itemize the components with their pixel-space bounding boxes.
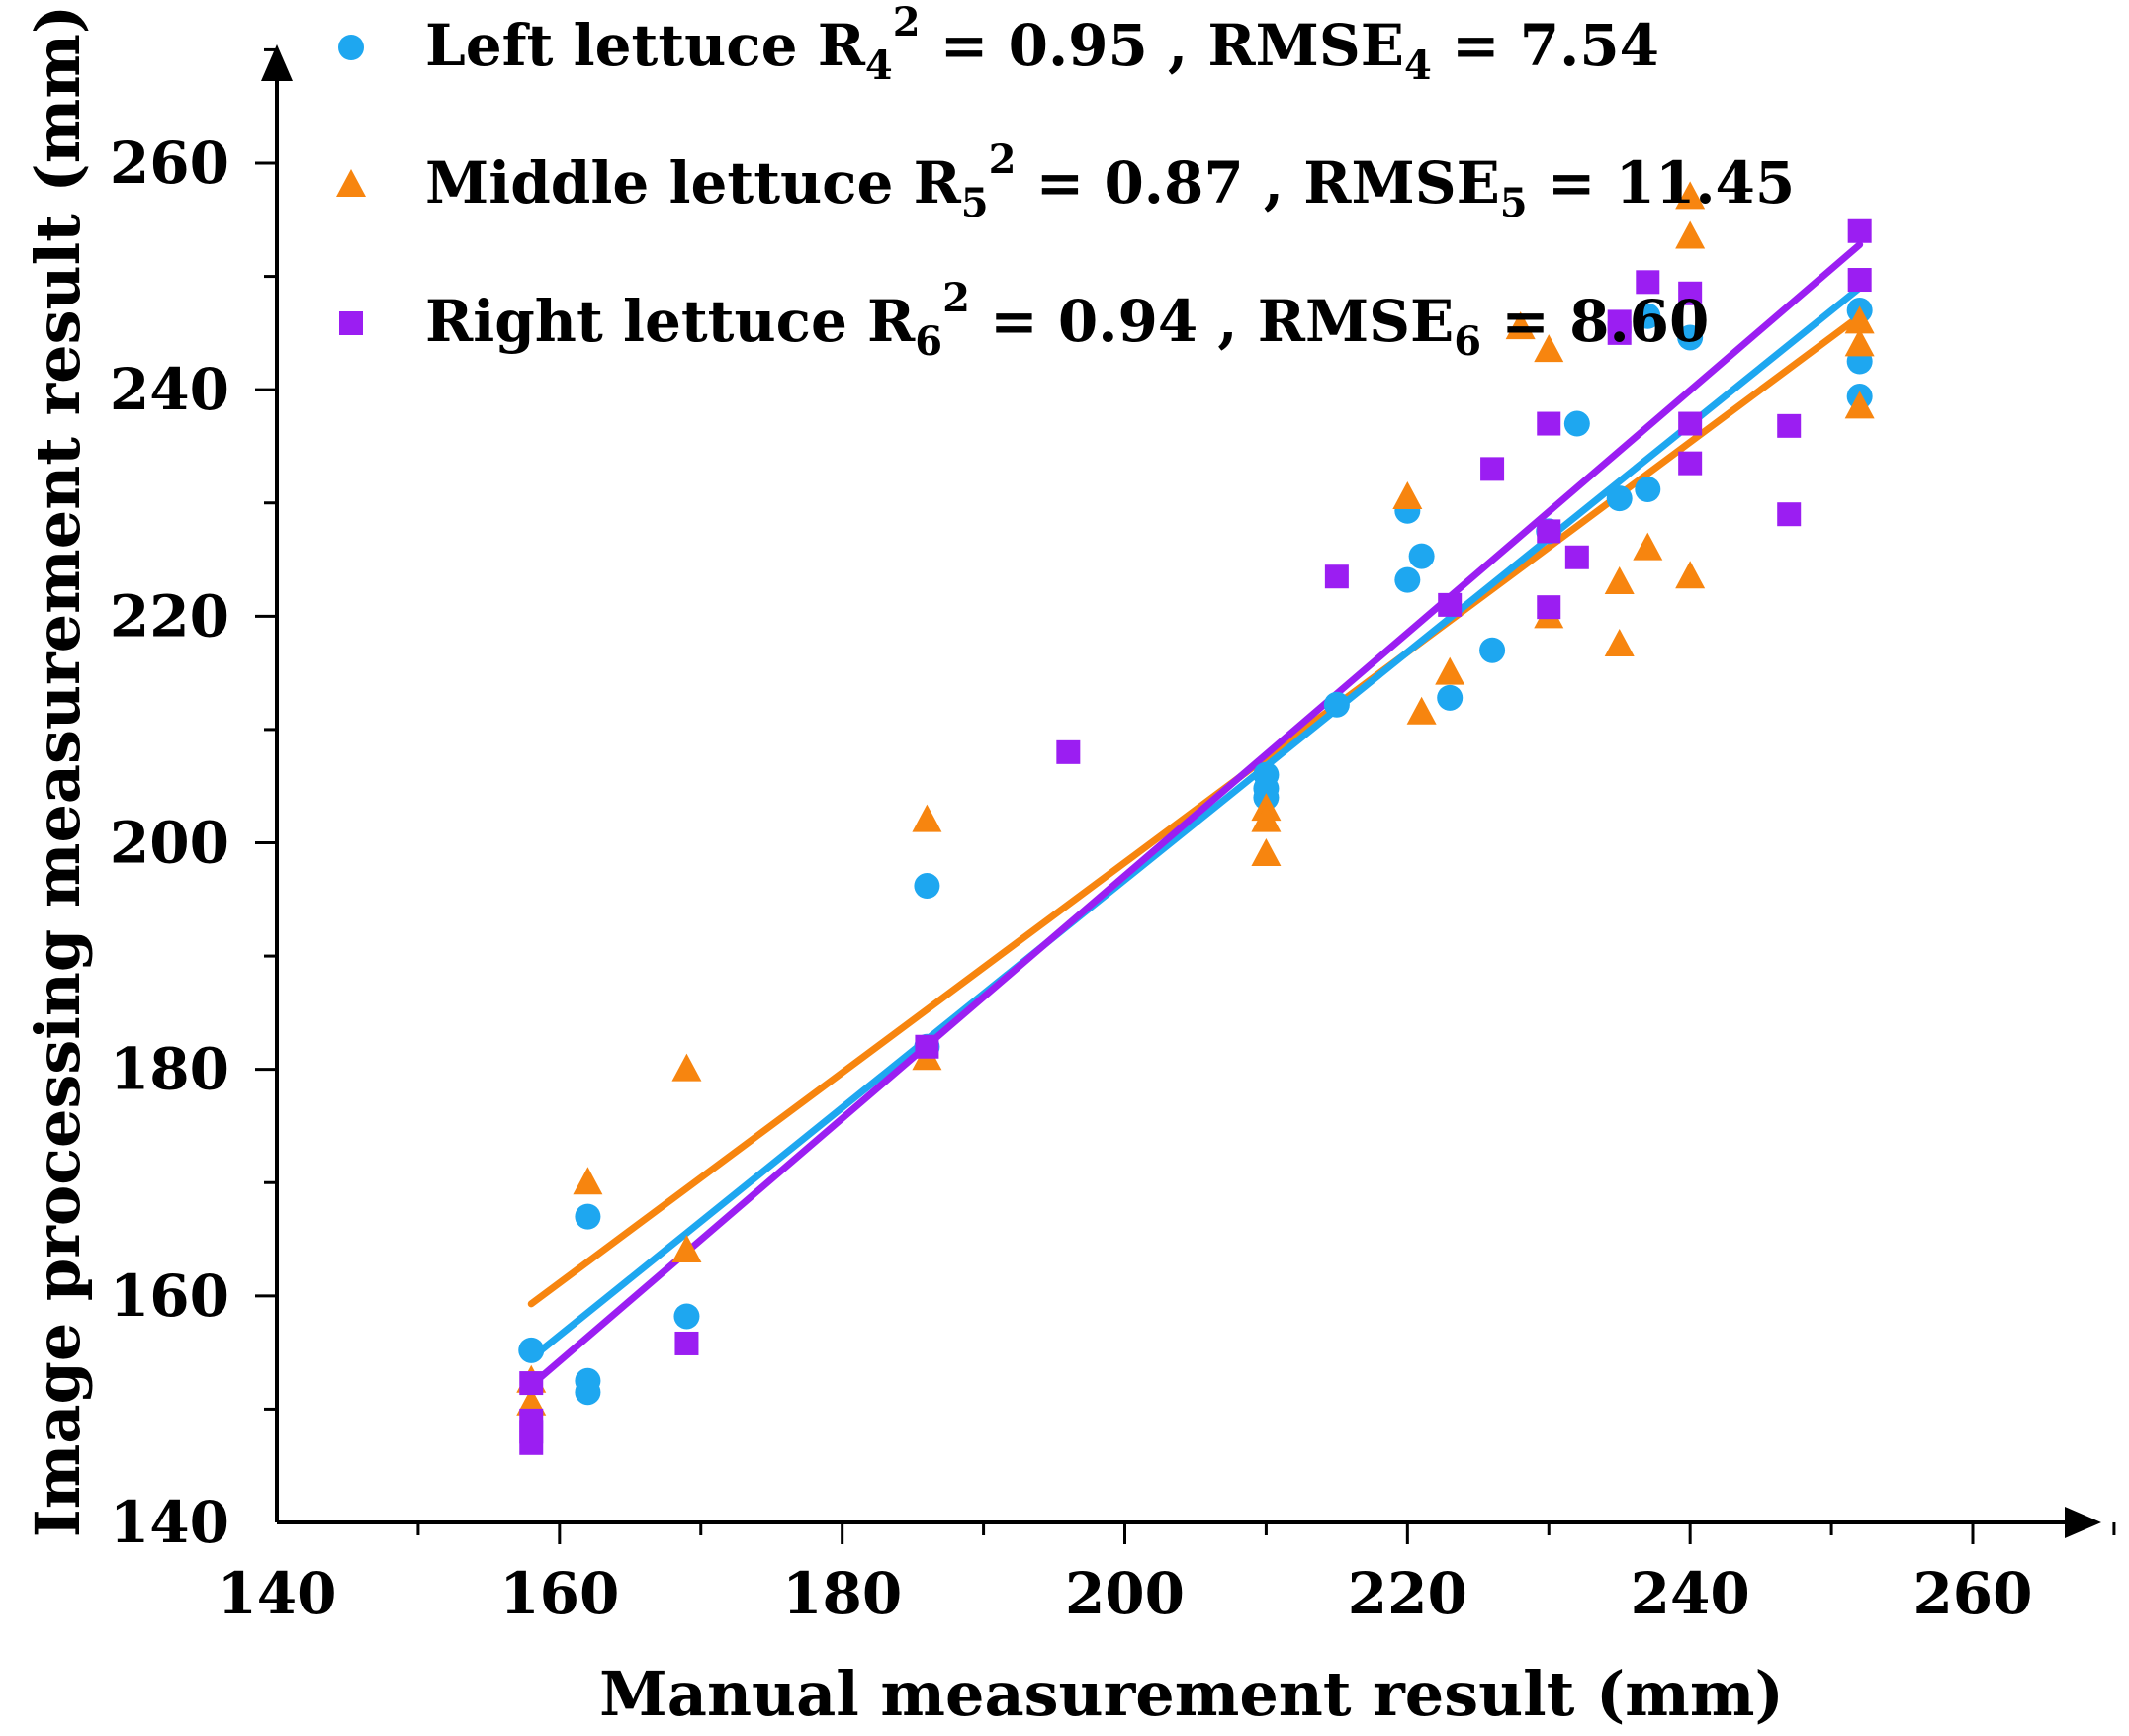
legend-marker-middle-lettuce — [336, 169, 366, 197]
left-lettuce-point — [1479, 637, 1506, 663]
y-axis-title: Image processing measurement result (mm) — [22, 5, 94, 1538]
left-lettuce-point — [1437, 684, 1464, 711]
right-lettuce-point — [1537, 595, 1561, 620]
y-tick-label: 160 — [110, 1262, 229, 1330]
middle-lettuce-point — [1534, 334, 1564, 363]
legend-marker-left-lettuce — [338, 35, 364, 60]
middle-lettuce-point — [912, 804, 942, 832]
legend-label-left-lettuce: Left lettuce R42 = 0.95 , RMSE4 = 7.54 — [425, 0, 1659, 89]
left-lettuce-point — [1394, 566, 1421, 593]
left-lettuce-point — [1635, 303, 1661, 329]
data-points — [516, 181, 1875, 1455]
right-lettuce-point — [1847, 218, 1872, 243]
left-lettuce-point — [1408, 543, 1435, 569]
middle-lettuce-point — [1604, 628, 1635, 656]
x-tick-label: 160 — [499, 1560, 619, 1627]
y-tick-label: 180 — [110, 1036, 229, 1103]
middle-lettuce-point — [1675, 561, 1706, 589]
left-lettuce-point — [518, 1337, 545, 1363]
left-lettuce-point — [673, 1303, 700, 1330]
fit-line-right-lettuce — [527, 241, 1864, 1389]
right-lettuce-point — [1324, 564, 1349, 589]
x-axis-arrow — [2065, 1507, 2101, 1538]
middle-lettuce-point — [516, 1387, 547, 1416]
y-tick-label: 240 — [110, 356, 229, 423]
middle-lettuce-point — [1844, 391, 1875, 419]
fit-line-middle-lettuce — [527, 312, 1864, 1308]
right-lettuce-point — [915, 1034, 939, 1059]
middle-lettuce-point — [1251, 804, 1282, 832]
left-lettuce-point — [575, 1203, 601, 1230]
x-tick-label: 260 — [1912, 1560, 2032, 1627]
middle-lettuce-point — [1844, 328, 1875, 357]
middle-lettuce-point — [573, 1167, 603, 1195]
right-lettuce-point — [1056, 739, 1081, 764]
y-tick-label: 140 — [110, 1489, 229, 1556]
middle-lettuce-point — [1675, 220, 1706, 249]
y-axis-arrow — [261, 44, 293, 81]
left-lettuce-point — [575, 1379, 601, 1406]
right-lettuce-point — [1636, 270, 1660, 295]
middle-lettuce-point — [1675, 181, 1706, 210]
axes: 140 160 180 200 220 240 260 140 160 180 200 220 240 2… — [110, 44, 2116, 1627]
middle-lettuce-point — [1435, 656, 1465, 685]
middle-lettuce-point — [1633, 532, 1663, 561]
right-lettuce-point — [1537, 411, 1561, 436]
legend-label-middle-lettuce: Middle lettuce R52 = 0.87 , RMSE5 = 11.4… — [425, 136, 1795, 226]
middle-lettuce-point — [1844, 305, 1875, 334]
right-lettuce-point — [1438, 592, 1463, 617]
left-lettuce-point — [1606, 485, 1633, 512]
left-lettuce-point — [914, 873, 940, 900]
right-lettuce-point — [1480, 457, 1505, 481]
right-lettuce-point — [674, 1331, 699, 1355]
right-lettuce-point — [1847, 268, 1872, 293]
right-lettuce-point — [1564, 545, 1589, 569]
middle-lettuce-point — [1505, 311, 1536, 340]
middle-lettuce-point — [671, 1053, 702, 1082]
x-tick-label: 180 — [782, 1560, 902, 1627]
right-lettuce-point — [519, 1371, 544, 1396]
left-lettuce-point — [1323, 691, 1350, 718]
x-tick-label: 140 — [217, 1560, 336, 1627]
x-tick-label: 200 — [1065, 1560, 1185, 1627]
x-tick-label: 240 — [1631, 1560, 1750, 1627]
x-axis-title: Manual measurement result (mm) — [599, 1658, 1784, 1730]
legend: Left lettuce R42 = 0.95 , RMSE4 = 7.54 Mi… — [336, 0, 1795, 365]
right-lettuce-point — [1678, 411, 1703, 436]
middle-lettuce-point — [1604, 565, 1635, 594]
x-tick-label: 220 — [1348, 1560, 1467, 1627]
left-lettuce-point — [1677, 324, 1704, 351]
right-lettuce-point — [1678, 281, 1703, 305]
right-lettuce-point — [1777, 502, 1802, 527]
middle-lettuce-point — [671, 1235, 702, 1262]
middle-lettuce-point — [1251, 837, 1282, 866]
left-lettuce-point — [1635, 477, 1661, 502]
right-lettuce-point — [519, 1431, 544, 1455]
left-lettuce-point — [1563, 410, 1590, 437]
legend-marker-right-lettuce — [339, 311, 363, 335]
fit-lines — [527, 241, 1864, 1389]
right-lettuce-point — [1777, 413, 1802, 438]
y-tick-label: 260 — [110, 130, 229, 197]
legend-label-right-lettuce: Right lettuce R62 = 0.94 , RMSE6 = 8.60 — [425, 275, 1709, 365]
right-lettuce-point — [1537, 519, 1561, 544]
y-tick-label: 200 — [110, 810, 229, 877]
right-lettuce-point — [1678, 451, 1703, 476]
fit-line-left-lettuce — [527, 284, 1864, 1362]
middle-lettuce-point — [1392, 481, 1423, 510]
y-tick-label: 220 — [110, 582, 229, 650]
right-lettuce-point — [1607, 320, 1632, 345]
middle-lettuce-point — [1406, 696, 1437, 725]
